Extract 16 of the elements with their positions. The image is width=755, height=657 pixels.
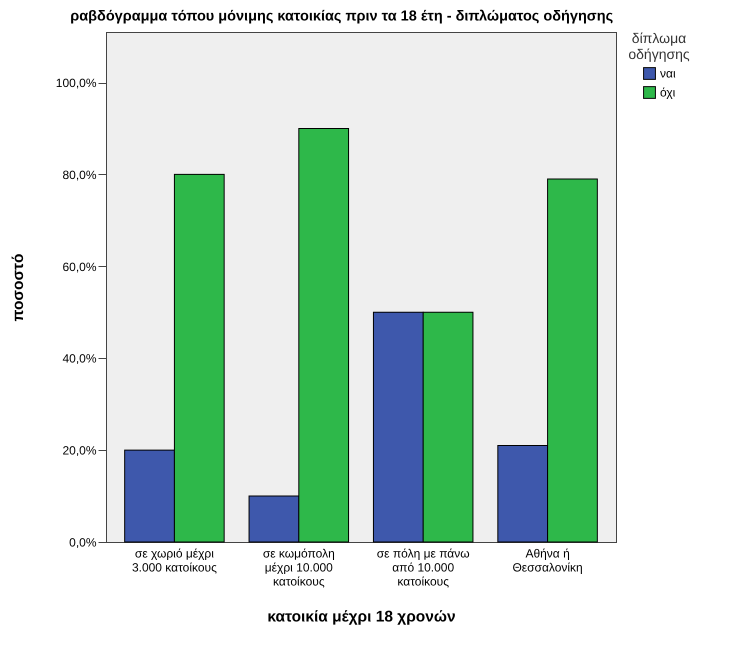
x-tick-label: σε πόλη με πάνω από 10.000 κατοίκους (376, 546, 470, 588)
x-tick-label: σε χωριό μέχρι 3.000 κατοίκους (132, 546, 218, 574)
y-tick-label: 0,0% (69, 536, 97, 550)
x-axis-title: κατοικία μέχρι 18 χρονών (267, 608, 456, 626)
y-tick-label: 80,0% (62, 168, 97, 182)
x-tick-label: Αθήνα ή Θεσσαλονίκη (512, 546, 583, 574)
legend-label: ναι (660, 66, 676, 80)
chart-title: ραβδόγραμμα τόπου μόνιμης κατοικίας πριν τα 18 έτη - διπλώματος οδήγησης (70, 8, 614, 24)
legend-title: δίπλωμα οδήγησης (628, 30, 690, 62)
y-tick-label: 60,0% (62, 260, 97, 274)
y-tick-label: 100,0% (56, 76, 97, 90)
legend-label: όχι (660, 86, 676, 100)
y-tick-label: 40,0% (62, 352, 97, 366)
y-tick-label: 20,0% (62, 444, 97, 458)
x-tick-label: σε κωμόπολη μέχρι 10.000 κατοίκους (262, 546, 335, 588)
y-axis-title: ποσοστό (10, 254, 27, 322)
